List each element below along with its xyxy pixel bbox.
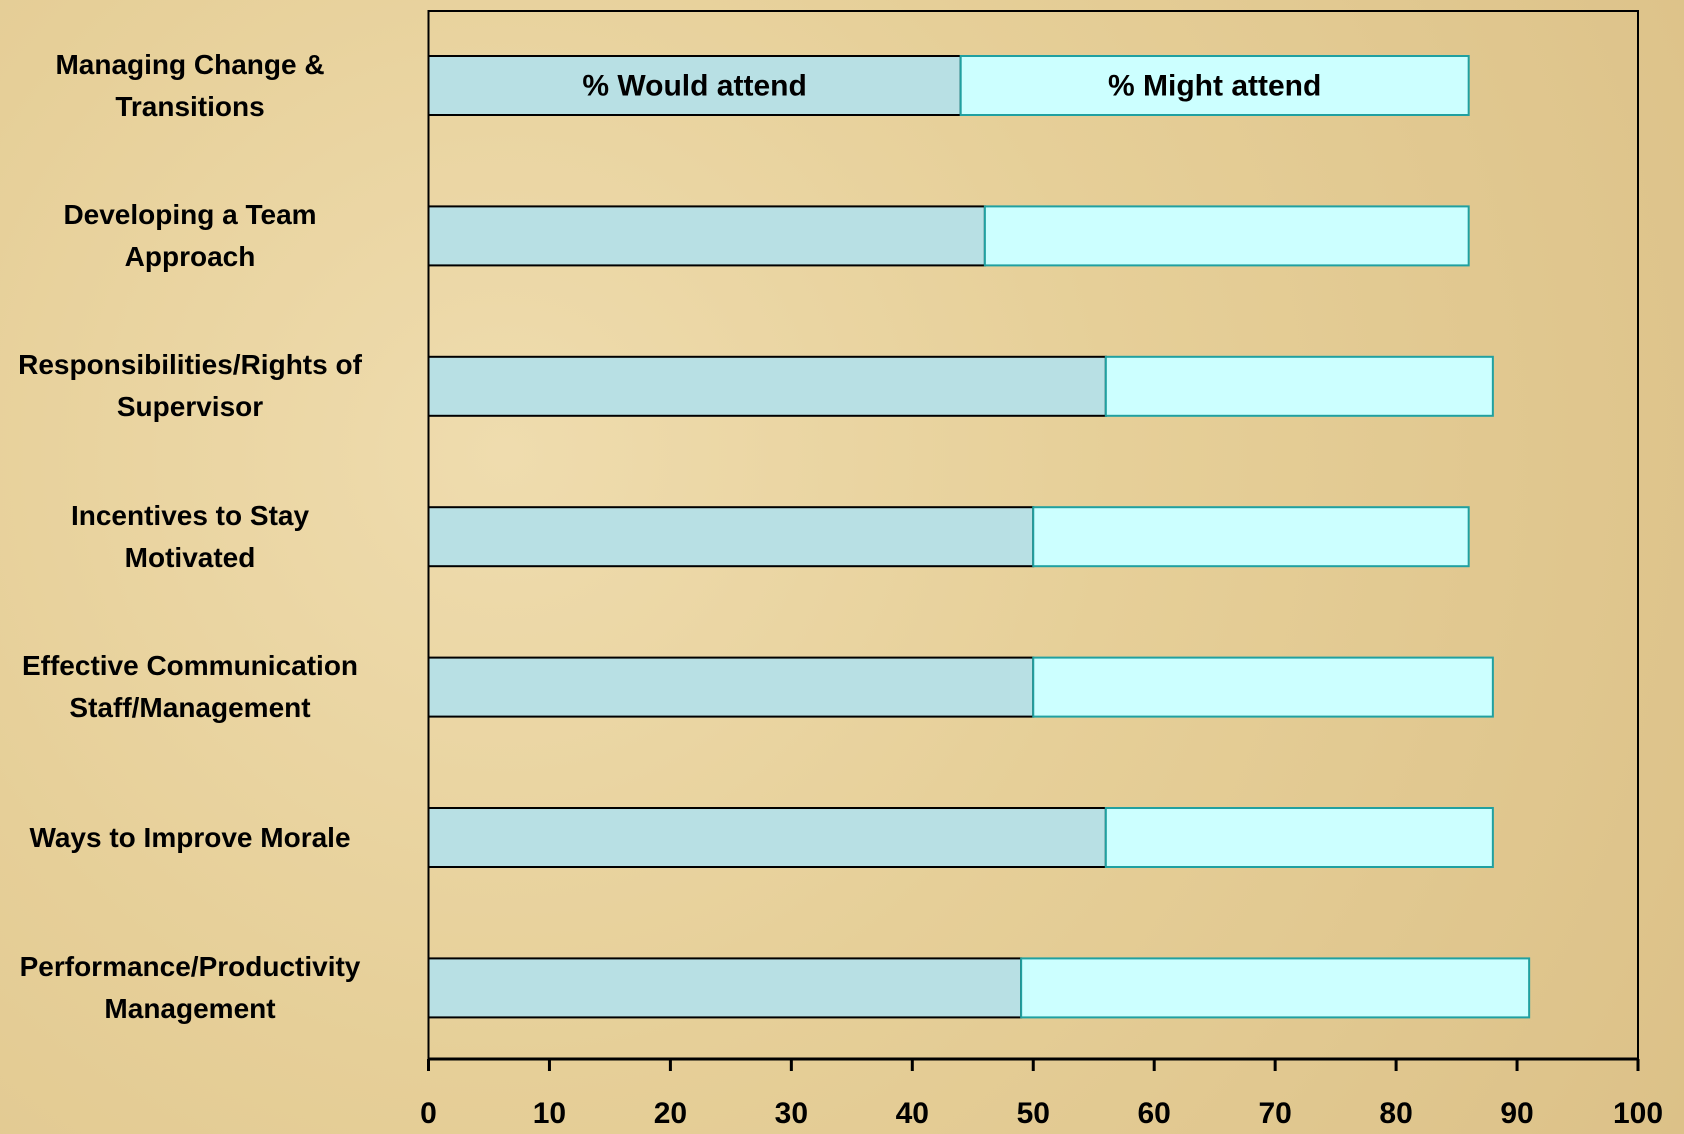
bar-segment [983,205,1470,267]
category-label: Developing a Team Approach [63,198,317,272]
x-tick-label: 10 [533,1097,566,1130]
legend-label: % Would attend [582,69,806,102]
x-tick-label: 100 [1613,1097,1663,1130]
category-label: Responsibilities/Rights of Supervisor [18,349,362,423]
bar-segment [427,355,1107,417]
x-tick-label: 60 [1138,1097,1171,1130]
x-tick-label: 40 [896,1097,929,1130]
category-label: Effective Communication Staff/Management [21,650,359,724]
x-tick-label: 20 [654,1097,687,1130]
bar-segment [427,506,1035,568]
bar-segment [1032,506,1470,568]
bar-segment [959,55,1470,116]
x-tick-label: 0 [420,1097,437,1130]
bar-segment [427,55,962,116]
x-tick-label: 70 [1258,1097,1291,1130]
x-tick-label: 50 [1017,1097,1050,1130]
x-tick-label: 30 [775,1097,808,1130]
legend-label: % Might attend [1108,69,1321,102]
x-tick-label: 80 [1379,1097,1412,1130]
category-label: Managing Change & Transitions [55,48,325,122]
bar-segment [427,957,1023,1019]
bar-segment [1020,957,1531,1019]
x-tick-label: 90 [1500,1097,1533,1130]
category-label: Ways to Improve Morale [29,821,351,853]
bar-segment [427,656,1035,718]
bar-segment [427,205,986,267]
bar-segment [427,807,1107,868]
category-label: Incentives to Stay Motivated [70,499,310,573]
category-label: Performance/Productivity Management [19,950,361,1024]
bar-segment [1104,355,1494,417]
bar-segment [1032,656,1494,718]
bar-segment [1104,807,1494,868]
